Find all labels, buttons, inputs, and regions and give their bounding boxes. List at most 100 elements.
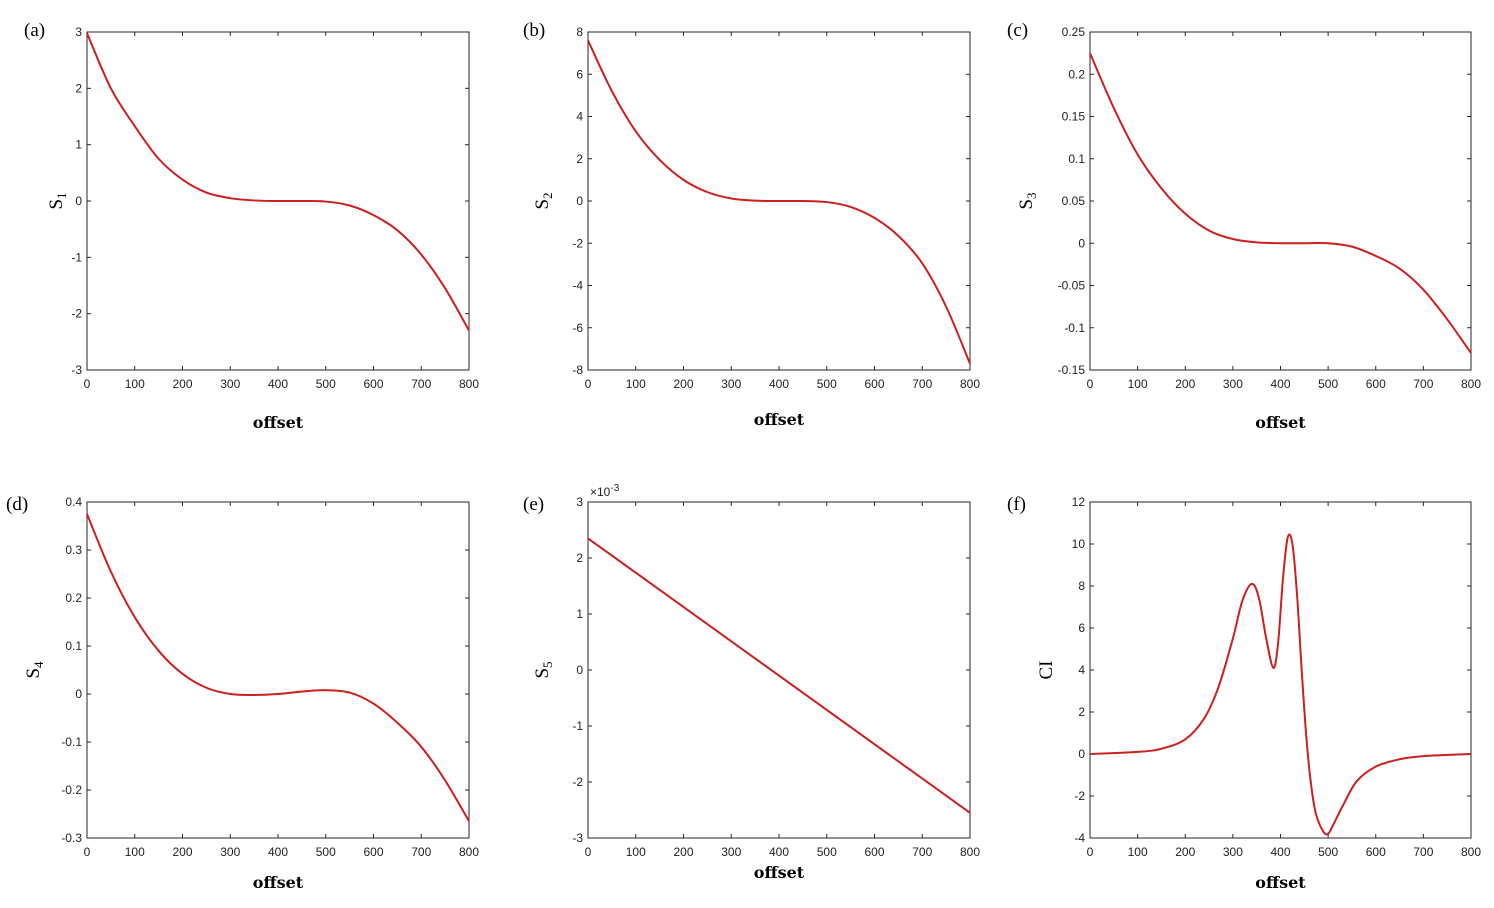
x-tick-label: 600: [1366, 845, 1386, 859]
series-line: [587, 40, 971, 365]
x-tick-label: 500: [1318, 845, 1338, 859]
x-axis-label: offset: [754, 863, 805, 882]
y-tick-label: -1: [71, 250, 82, 264]
x-tick-label: 200: [172, 845, 192, 859]
y-axis-label: S1: [46, 192, 69, 209]
x-tick-label: 300: [721, 845, 741, 859]
x-tick-label: 400: [769, 845, 789, 859]
x-tick-label: 200: [673, 377, 693, 391]
x-tick-label: 700: [912, 377, 932, 391]
series-line: [587, 537, 971, 814]
y-tick-label: -0.2: [61, 783, 82, 797]
series-line: [1089, 533, 1472, 836]
x-tick-label: 200: [673, 845, 693, 859]
y-tick-label: 1: [576, 607, 583, 621]
x-tick-label: 600: [363, 377, 383, 391]
y-tick-label: 2: [576, 551, 583, 565]
x-tick-label: 0: [84, 845, 91, 859]
x-tick-label: 400: [1270, 377, 1290, 391]
y-tick-label: 0: [75, 687, 82, 701]
y-tick-label: 0: [75, 194, 82, 208]
y-tick-label: 0.25: [1062, 25, 1086, 39]
chart-panel: 0 100 200 300 400 500 600 700 800 -3 -2 -1 0 1 2 3 (a) of…: [24, 20, 479, 432]
y-tick-label: 6: [1078, 621, 1085, 635]
x-tick-label: 200: [1175, 845, 1195, 859]
y-tick-label: 0: [576, 194, 583, 208]
panel-label: (a): [24, 20, 45, 41]
y-tick-label: -3: [572, 831, 583, 845]
y-axis-label: CI: [1036, 661, 1057, 680]
x-tick-label: 200: [1175, 377, 1195, 391]
x-tick-label: 400: [268, 845, 288, 859]
y-tick-label: -2: [1074, 789, 1085, 803]
panel-label: (e): [523, 494, 544, 515]
x-tick-label: 300: [220, 845, 240, 859]
panel-label: (f): [1007, 494, 1026, 515]
x-tick-label: 700: [411, 377, 431, 391]
y-tick-label: -3: [71, 363, 82, 377]
x-tick-label: 600: [363, 845, 383, 859]
panel-label: (b): [523, 20, 545, 41]
y-tick-label: -8: [572, 363, 583, 377]
axes-frame: [1089, 501, 1472, 839]
x-tick-label: 800: [1461, 377, 1481, 391]
x-tick-label: 600: [864, 377, 884, 391]
panel-label: (d): [6, 494, 28, 515]
x-tick-label: 400: [268, 377, 288, 391]
x-tick-label: 500: [316, 845, 336, 859]
x-tick-label: 100: [125, 845, 145, 859]
chart-panel: 0 100 200 300 400 500 600 700 800 -8 -6 -4 -2 0 2 4 6 8 (b…: [523, 20, 980, 429]
x-tick-label: 800: [459, 377, 479, 391]
series-line: [1089, 52, 1472, 354]
x-axis-label: offset: [754, 410, 805, 429]
x-tick-label: 100: [125, 377, 145, 391]
x-tick-label: 100: [626, 845, 646, 859]
y-tick-label: -0.05: [1058, 279, 1086, 293]
x-tick-label: 800: [960, 377, 980, 391]
y-tick-label: 4: [576, 110, 583, 124]
x-tick-label: 300: [220, 377, 240, 391]
y-tick-label: -4: [1074, 831, 1085, 845]
x-tick-label: 800: [960, 845, 980, 859]
y-tick-label: 6: [576, 67, 583, 81]
x-tick-label: 300: [721, 377, 741, 391]
x-tick-label: 600: [1366, 377, 1386, 391]
x-tick-label: 400: [1270, 845, 1290, 859]
y-exponent-label: ×10-3: [590, 483, 620, 499]
x-axis-label: offset: [1255, 873, 1306, 892]
y-tick-label: 0.4: [65, 495, 82, 509]
y-tick-label: 4: [1078, 663, 1085, 677]
x-tick-label: 0: [1087, 845, 1094, 859]
y-tick-label: -0.1: [1064, 321, 1085, 335]
chart-panel: 0 100 200 300 400 500 600 700 800 -0.15 -0.1 -0.05 0…: [1007, 20, 1481, 432]
series-line: [86, 513, 470, 822]
x-tick-label: 500: [817, 377, 837, 391]
y-tick-label: 8: [1078, 579, 1085, 593]
y-axis-label: S2: [532, 192, 555, 209]
chart-panel: 0 100 200 300 400 500 600 700 800 -0.3 -0.2 -0.1 0 0.…: [6, 494, 479, 892]
x-tick-label: 100: [626, 377, 646, 391]
x-tick-label: 700: [1413, 845, 1433, 859]
axes-frame: [1089, 31, 1472, 371]
series-line: [86, 32, 470, 332]
panel-label: (c): [1007, 20, 1028, 41]
y-tick-label: -1: [572, 719, 583, 733]
x-tick-label: 800: [459, 845, 479, 859]
y-tick-label: 0.1: [65, 639, 82, 653]
x-axis-label: offset: [253, 873, 304, 892]
x-axis-label: offset: [1255, 413, 1306, 432]
y-tick-label: 0: [1078, 747, 1085, 761]
y-tick-label: 2: [1078, 705, 1085, 719]
x-tick-label: 0: [585, 845, 592, 859]
y-tick-label: 1: [75, 138, 82, 152]
x-tick-label: 400: [769, 377, 789, 391]
x-tick-label: 300: [1223, 845, 1243, 859]
y-tick-label: -4: [572, 279, 583, 293]
x-tick-label: 300: [1223, 377, 1243, 391]
y-axis-label: S3: [1016, 192, 1039, 209]
y-tick-label: 3: [576, 495, 583, 509]
y-tick-label: 0.1: [1068, 152, 1085, 166]
y-tick-label: -0.1: [61, 735, 82, 749]
y-tick-label: 2: [75, 81, 82, 95]
y-tick-label: 10: [1072, 537, 1086, 551]
